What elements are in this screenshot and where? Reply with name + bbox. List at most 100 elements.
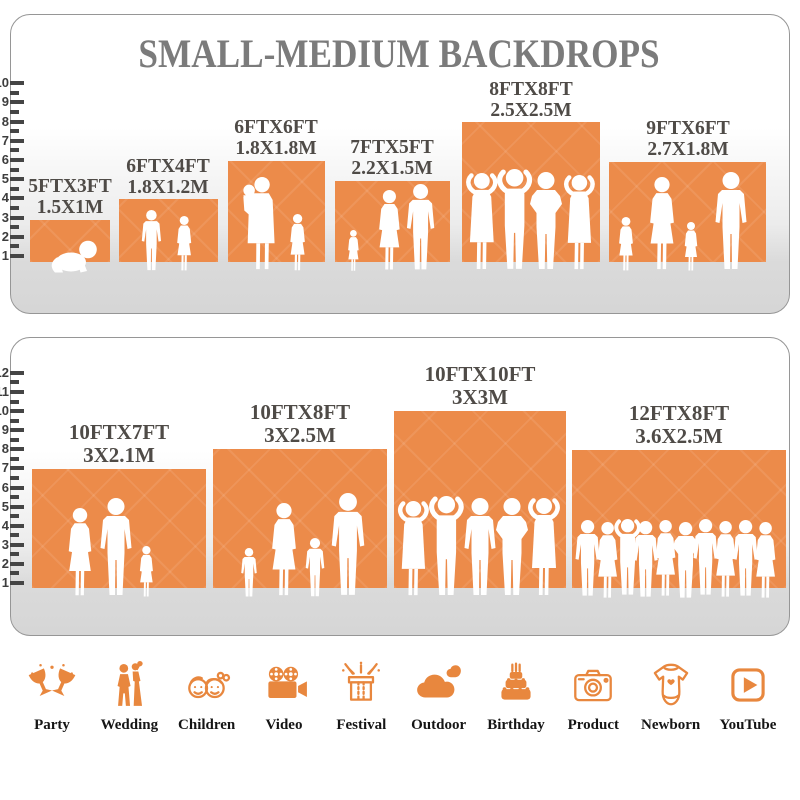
ruler-number: 3	[1, 536, 9, 552]
size-ft: 8FTX8FT	[489, 79, 573, 100]
ruler-number: 4	[1, 190, 9, 206]
ruler-tick: 6	[2, 481, 24, 494]
ruler-number: 9	[1, 422, 9, 438]
festival-icon	[342, 661, 381, 701]
category-label: Party	[34, 717, 70, 733]
backdrop-label-5x3: 5FTX3FT 1.5X1M	[10, 176, 130, 218]
category-label: Outdoor	[411, 717, 467, 733]
category-party: Party	[16, 660, 88, 734]
ruler-tick: 7	[2, 134, 24, 147]
ruler-tick: 10	[0, 404, 24, 417]
size-m: 1.5X1M	[36, 197, 104, 218]
size-ft: 6FTX6FT	[234, 117, 318, 138]
ruler-top: 12345678910	[0, 0, 30, 800]
ruler-tick-minor	[10, 475, 19, 480]
size-m: 3X2.5M	[264, 423, 336, 447]
category-label: Video	[265, 717, 303, 733]
ruler-number: 2	[1, 228, 9, 244]
category-label: Newborn	[641, 717, 701, 733]
category-video: Video	[248, 660, 320, 734]
ruler-number: 9	[1, 94, 9, 110]
ruler-tick-minor	[10, 129, 19, 134]
size-ft: 10FTX7FT	[68, 420, 170, 444]
backdrop-6x6	[228, 161, 325, 262]
people-silhouettes	[462, 121, 600, 274]
category-label: Wedding	[100, 717, 159, 733]
ruler-tick: 8	[2, 115, 24, 128]
size-m: 3X3M	[452, 385, 508, 409]
ruler-number: 6	[1, 152, 9, 167]
ruler-tick-minor	[10, 167, 19, 172]
ruler-number: 2	[1, 555, 9, 571]
ruler-bottom: 123456789101112	[0, 0, 30, 800]
ruler-tick: 10	[0, 76, 24, 89]
people-silhouettes	[141, 210, 192, 271]
category-label: Children	[178, 717, 236, 733]
ruler-tick: 5	[2, 500, 24, 513]
ruler-tick: 1	[2, 249, 24, 262]
ruler-number: 3	[1, 209, 9, 225]
ruler-tick: 12	[0, 366, 24, 379]
backdrop-label-6x4: 6FTX4FT 1.8X1.2M	[103, 156, 233, 198]
backdrop-label-10x10: 10FTX10FT 3X3M	[395, 363, 565, 409]
ruler-tick: 11	[0, 385, 24, 398]
ruler-tick-minor	[10, 90, 19, 95]
ruler-tick-minor	[10, 244, 19, 249]
ruler-tick: 7	[2, 461, 24, 474]
size-ft: 10FTX10FT	[424, 362, 536, 386]
ruler-tick: 3	[2, 538, 24, 551]
size-ft: 7FTX5FT	[350, 137, 434, 158]
category-children: Children	[171, 660, 243, 734]
ruler-tick-minor	[10, 552, 19, 557]
ruler-tick-minor	[10, 456, 19, 461]
category-label: Birthday	[487, 717, 545, 733]
category-birthday: Birthday	[480, 660, 552, 734]
size-ft: 5FTX3FT	[28, 176, 112, 197]
backdrop-label-7x5: 7FTX5FT 2.2X1.5M	[322, 137, 462, 179]
ruler-tick: 6	[2, 153, 24, 166]
ruler-tick-minor	[10, 437, 19, 442]
ruler-tick: 1	[2, 576, 24, 589]
ruler-number: 12	[0, 364, 9, 380]
ruler-tick-minor	[10, 186, 19, 191]
backdrop-label-8x8: 8FTX8FT 2.5X2.5M	[456, 79, 606, 121]
ruler-tick: 3	[2, 211, 24, 224]
ruler-tick-minor	[10, 533, 19, 538]
ruler-tick-minor	[10, 380, 19, 385]
backdrop-label-9x6: 9FTX6FT 2.7X1.8M	[608, 118, 768, 160]
people-silhouettes	[51, 240, 97, 273]
category-festival: Festival	[325, 660, 397, 734]
category-outdoor: Outdoor	[403, 660, 475, 734]
category-label: YouTube	[719, 717, 777, 733]
video-icon	[268, 666, 307, 699]
ruler-number: 10	[0, 403, 9, 419]
ruler-number: 8	[1, 441, 9, 457]
party-icon	[28, 663, 76, 697]
people-silhouettes	[348, 184, 435, 271]
backdrop-label-10x7: 10FTX7FT 3X2.1M	[39, 421, 199, 467]
ruler-number: 1	[1, 248, 9, 263]
category-label: Product	[567, 717, 619, 733]
ruler-tick: 4	[2, 519, 24, 532]
size-m: 1.8X1.8M	[235, 138, 317, 159]
category-newborn: Newborn	[635, 660, 707, 734]
ruler-tick: 9	[2, 95, 24, 108]
ruler-tick-minor	[10, 110, 19, 114]
ruler-tick: 9	[2, 423, 24, 436]
youtube-icon	[731, 668, 765, 702]
ruler-tick-minor	[10, 148, 19, 153]
people-silhouettes	[68, 498, 153, 597]
size-ft: 6FTX4FT	[126, 156, 210, 177]
ruler-tick-minor	[10, 495, 19, 500]
people-silhouettes	[241, 493, 365, 597]
backdrop-6x4	[119, 199, 218, 262]
ruler-tick: 4	[2, 191, 24, 204]
ruler-number: 6	[1, 479, 9, 495]
ruler-tick-minor	[10, 418, 19, 423]
children-icon	[187, 671, 230, 699]
category-label: Festival	[336, 717, 387, 733]
size-ft: 12FTX8FT	[628, 401, 730, 425]
ruler-tick-minor	[10, 206, 19, 210]
ruler-number: 5	[1, 171, 9, 187]
ruler-number: 7	[1, 132, 9, 148]
